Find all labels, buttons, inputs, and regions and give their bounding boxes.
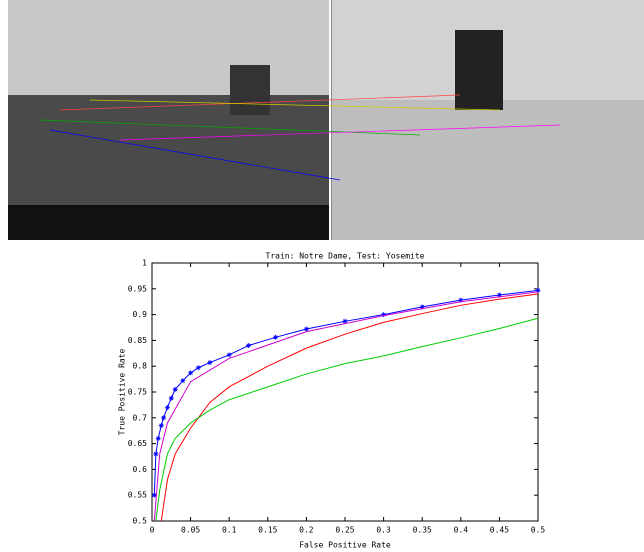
star-marker (207, 360, 212, 365)
x-axis-label: False Positive Rate (299, 541, 391, 550)
x-tick-label: 0.35 (413, 526, 432, 535)
y-tick-label: 0.7 (133, 413, 148, 422)
star-marker (196, 365, 201, 370)
y-tick-label: 0.75 (128, 388, 147, 397)
series-line (154, 292, 538, 521)
star-marker (169, 396, 174, 401)
y-axis-label: True Positive Rate (118, 348, 127, 435)
x-tick-label: 0.3 (376, 526, 391, 535)
star-marker (159, 423, 164, 428)
y-tick-label: 0.5 (133, 517, 148, 526)
chart-title: Train: Notre Dame, Test: Yosemite (266, 252, 425, 261)
match-photo (8, 0, 644, 240)
x-tick-label: 0 (150, 526, 155, 535)
y-tick-label: 0.95 (128, 284, 147, 293)
y-tick-label: 1 (142, 259, 147, 268)
star-marker (273, 335, 278, 340)
x-tick-label: 0.1 (222, 526, 237, 535)
star-marker (161, 415, 166, 420)
photo-desk-left (8, 95, 330, 205)
x-tick-label: 0.4 (454, 526, 469, 535)
x-tick-label: 0.25 (335, 526, 354, 535)
plot-frame (152, 263, 538, 521)
star-marker (173, 387, 178, 392)
y-tick-label: 0.8 (133, 362, 148, 371)
x-tick-label: 0.5 (531, 526, 546, 535)
x-tick-label: 0.05 (181, 526, 200, 535)
figure: Train: Notre Dame, Test: Yosemite False … (0, 0, 644, 552)
photo-box (455, 30, 503, 110)
y-tick-label: 0.6 (133, 465, 148, 474)
y-tick-label: 0.55 (128, 491, 147, 500)
series-line (161, 294, 538, 521)
star-marker (156, 436, 161, 441)
photo-wall-left (8, 0, 330, 95)
star-marker (188, 370, 193, 375)
star-marker (165, 405, 170, 410)
photo-box-left (230, 65, 270, 115)
x-tick-label: 0.2 (299, 526, 314, 535)
star-marker (180, 378, 185, 383)
star-marker (153, 451, 158, 456)
y-tick-label: 0.65 (128, 439, 147, 448)
x-tick-label: 0.15 (258, 526, 277, 535)
y-tick-label: 0.9 (133, 310, 148, 319)
series-line (156, 318, 538, 521)
x-tick-label: 0.45 (490, 526, 509, 535)
photo-desk-right (332, 100, 644, 240)
y-tick-label: 0.85 (128, 336, 147, 345)
star-marker (227, 352, 232, 357)
star-marker (246, 343, 251, 348)
photo-floor-left (8, 205, 330, 240)
